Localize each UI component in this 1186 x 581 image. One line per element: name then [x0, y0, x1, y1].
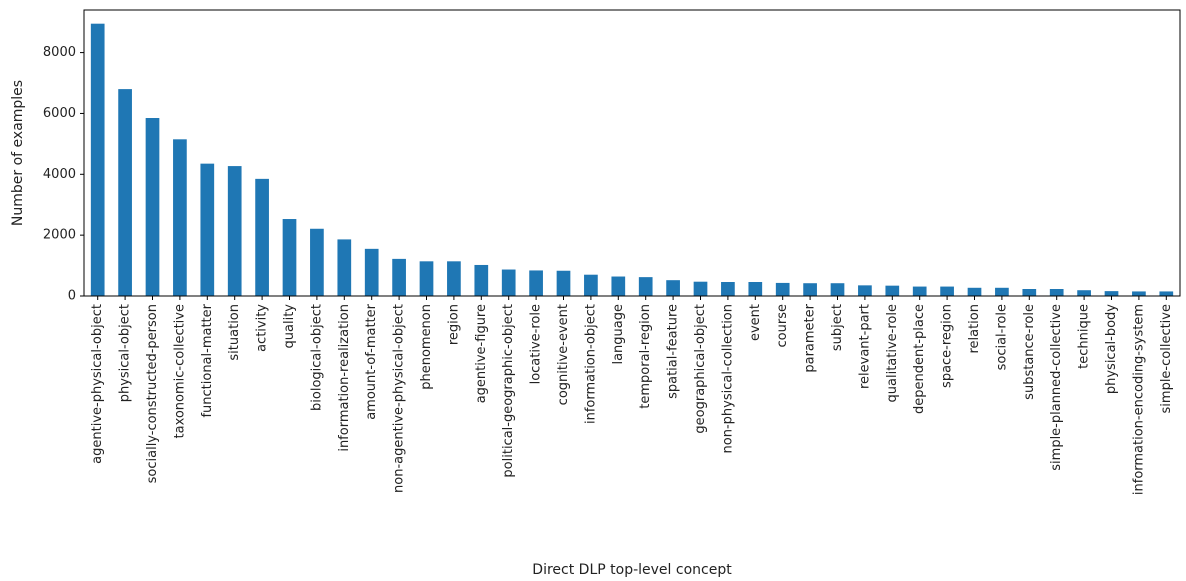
x-tick-label: physical-object	[118, 304, 133, 402]
y-tick-label: 0	[68, 289, 76, 304]
x-tick-label: parameter	[803, 303, 818, 372]
x-tick-label: information-object	[583, 304, 598, 424]
x-tick-label: technique	[1077, 304, 1092, 369]
x-tick-label: non-agentive-physical-object	[392, 304, 407, 493]
x-tick-label: locative-role	[529, 304, 544, 384]
y-tick-label: 2000	[43, 228, 76, 243]
bar-non-agentive-physical-object	[392, 258, 406, 296]
bar-relation	[967, 287, 982, 296]
bar-locative-role	[529, 270, 543, 296]
bar-geographical-object	[693, 281, 708, 296]
x-tick-label: cognitive-event	[556, 304, 571, 405]
bar-physical-body	[1104, 291, 1119, 296]
bar-socially-constructed-person	[145, 118, 160, 296]
bar-quality	[282, 219, 297, 296]
x-tick-label: activity	[255, 304, 270, 352]
x-tick-label: event	[748, 304, 763, 341]
bar-subject	[830, 283, 845, 296]
x-tick-label: quality	[282, 304, 297, 349]
bar-technique	[1077, 290, 1091, 296]
x-tick-label: course	[775, 304, 790, 347]
x-tick-label: simple-collective	[1159, 304, 1174, 413]
bar-agentive-figure	[474, 264, 489, 296]
x-axis-label: Direct DLP top-level concept	[532, 562, 732, 578]
bar-agentive-physical-object	[90, 23, 105, 296]
x-tick-label: taxonomic-collective	[172, 304, 187, 439]
y-tick-label: 4000	[43, 167, 76, 182]
x-tick-label: spatial-feature	[666, 304, 681, 399]
plot-frame	[83, 9, 1181, 297]
x-tick-label: dependent-place	[912, 304, 927, 414]
x-tick-label: agentive-figure	[474, 304, 489, 403]
bar-information-object	[584, 274, 598, 296]
bar-dependent-place	[912, 286, 927, 296]
bar-phenomenon	[419, 261, 434, 296]
x-tick-label: simple-planned-collective	[1049, 304, 1064, 471]
x-tick-label: physical-body	[1104, 304, 1119, 394]
bar-spatial-feature	[666, 280, 680, 296]
bar-cognitive-event	[556, 270, 571, 296]
bar-biological-object	[310, 228, 324, 296]
x-tick-label: socially-constructed-person	[145, 304, 160, 483]
bar-information-encoding-system	[1132, 291, 1146, 296]
y-tick-label: 8000	[43, 45, 76, 60]
x-tick-label: phenomenon	[419, 304, 434, 390]
bar-qualitative-role	[885, 285, 900, 296]
x-tick-label: temporal-region	[638, 304, 653, 409]
x-tick-label: information-encoding-system	[1131, 304, 1146, 495]
x-tick-label: subject	[830, 304, 845, 351]
bar-political-geographic-object	[501, 269, 516, 296]
bar-region	[447, 261, 461, 296]
x-tick-label: relation	[967, 304, 982, 354]
bar-situation	[227, 166, 242, 296]
x-tick-label: situation	[227, 304, 242, 361]
bar-non-physical-collection	[721, 282, 735, 296]
bar-event	[748, 282, 763, 296]
x-tick-label: qualitative-role	[885, 304, 900, 402]
bar-substance-role	[1022, 289, 1037, 296]
bar-social-role	[995, 287, 1009, 296]
bar-relevant-part	[858, 285, 872, 296]
x-tick-label: functional-matter	[200, 303, 215, 417]
bar-language	[611, 276, 626, 296]
bars-group	[90, 23, 1174, 296]
x-tick-label: region	[446, 304, 461, 345]
bar-amount-of-matter	[364, 248, 379, 296]
x-tick-label: information-realization	[337, 304, 352, 452]
x-axis: agentive-physical-object physical-object s…	[90, 296, 1174, 495]
bar-taxonomic-collective	[173, 139, 187, 296]
x-tick-label: amount-of-matter	[364, 303, 379, 419]
bar-activity	[255, 178, 269, 296]
x-tick-label: language	[611, 304, 626, 365]
y-tick-label: 6000	[43, 106, 76, 121]
x-tick-label: agentive-physical-object	[90, 304, 105, 464]
x-tick-label: social-role	[994, 304, 1009, 370]
x-tick-label: geographical-object	[693, 304, 708, 434]
x-tick-label: space-region	[940, 304, 955, 388]
bar-parameter	[803, 283, 817, 296]
bar-information-realization	[337, 239, 352, 296]
x-tick-label: relevant-part	[857, 304, 872, 389]
bar-functional-matter	[200, 163, 215, 296]
bar-temporal-region	[638, 277, 653, 296]
bar-space-region	[940, 286, 954, 296]
x-tick-label: substance-role	[1022, 304, 1037, 400]
x-tick-label: biological-object	[309, 304, 324, 411]
y-axis-label: Number of examples	[10, 80, 26, 226]
bar-simple-collective	[1159, 291, 1174, 296]
bar-simple-planned-collective	[1049, 289, 1064, 296]
y-axis: 0 2000 4000 6000 8000	[43, 45, 84, 304]
bar-physical-object	[118, 89, 132, 296]
bar-course	[775, 282, 790, 296]
x-tick-label: political-geographic-object	[501, 304, 516, 478]
x-tick-label: non-physical-collection	[720, 304, 735, 453]
